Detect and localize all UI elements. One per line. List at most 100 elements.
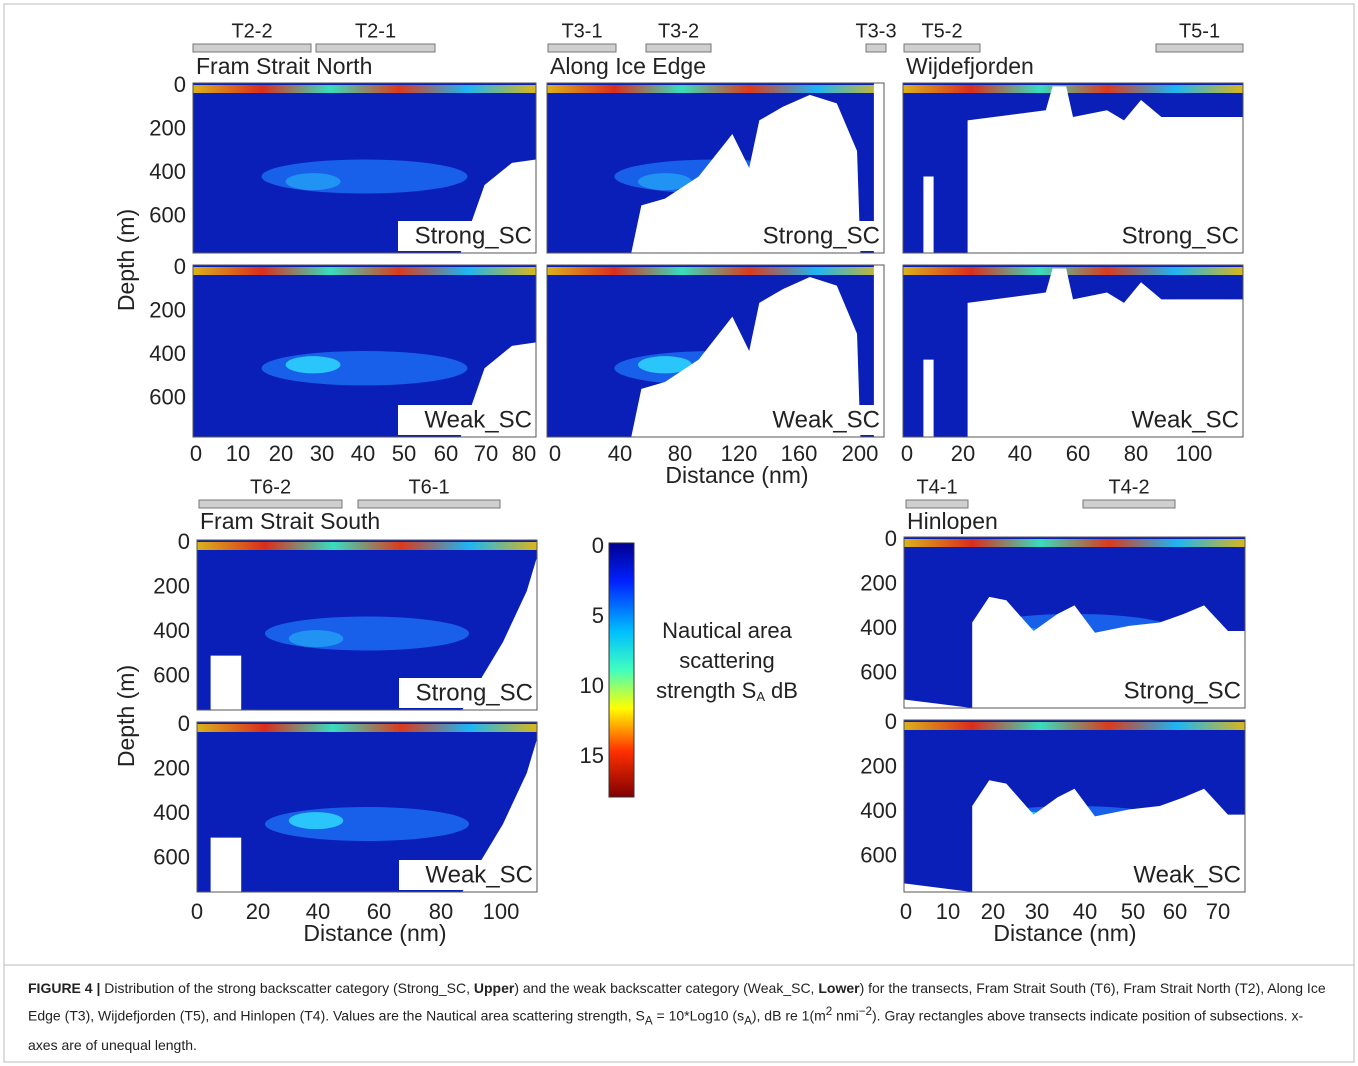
subsection-label: T6-2	[250, 476, 291, 498]
seafloor	[967, 268, 1243, 437]
seafloor	[462, 557, 537, 710]
caption-text: 2	[825, 1005, 833, 1018]
y-tick-label: 600	[149, 202, 186, 227]
x-tick-label: 30	[310, 441, 334, 466]
caption: FIGURE 4 | Distribution of the strong ba…	[28, 976, 1328, 1057]
subsection-label: T4-1	[916, 476, 957, 498]
y-tick-label: 400	[149, 341, 186, 366]
subsection-bar	[547, 43, 617, 53]
y-tick-label: 0	[174, 72, 186, 97]
panel-title: Hinlopen	[907, 508, 998, 534]
scatter-layer	[285, 173, 341, 191]
x-axis-label: Distance (nm)	[303, 920, 446, 946]
x-tick-label: 0	[190, 441, 202, 466]
surface-layer	[193, 267, 536, 275]
heatmap	[903, 536, 1246, 709]
colorbar-tick-label: 15	[580, 743, 604, 768]
subsection-label: T3-3	[855, 20, 896, 42]
x-axis-label: Distance (nm)	[665, 462, 808, 488]
seafloor	[873, 265, 884, 437]
scatter-layer	[261, 159, 468, 194]
caption-text: ) and the weak backscatter category (Wea…	[514, 980, 819, 996]
x-tick-label: 80	[512, 441, 536, 466]
seafloor	[210, 655, 242, 710]
x-tick-label: 80	[668, 441, 692, 466]
x-tick-label: 50	[1121, 899, 1145, 924]
surface-layer	[547, 85, 884, 93]
x-tick-label: 20	[951, 441, 975, 466]
y-tick-label: 600	[153, 662, 190, 687]
seafloor	[873, 83, 884, 253]
x-tick-label: 0	[900, 899, 912, 924]
x-tick-label: 40	[306, 899, 330, 924]
colorbar-label-text: strength S	[656, 678, 756, 703]
y-tick-label: 0	[174, 254, 186, 279]
scatter-layer	[288, 630, 344, 648]
x-tick-label: 80	[429, 899, 453, 924]
subplot-label-bg	[399, 860, 535, 890]
seafloor	[923, 176, 934, 253]
x-tick-label: 0	[901, 441, 913, 466]
y-tick-label: 200	[153, 755, 190, 780]
subplot-label-bg	[1107, 860, 1243, 890]
y-tick-label: 400	[153, 800, 190, 825]
y-tick-label: 0	[178, 711, 190, 736]
subplot-label: Strong_SC	[763, 222, 880, 249]
plot-frame	[192, 82, 537, 254]
colorbar-label: strength SA dB	[656, 678, 798, 705]
colorbar-label: scattering	[679, 648, 774, 673]
caption-text: Lower	[818, 980, 860, 996]
caption-text: ) for the transects, Fram Strait South (…	[28, 980, 1326, 1024]
scatter-layer	[265, 616, 469, 651]
subplot-label: Weak_SC	[1133, 861, 1241, 888]
x-tick-label: 40	[351, 441, 375, 466]
caption-text: Upper	[473, 980, 515, 996]
x-tick-label: 60	[434, 441, 458, 466]
colorbar-label-end: dB	[771, 678, 798, 703]
panel-title: Along Ice Edge	[550, 53, 706, 79]
subsection-bar	[905, 499, 969, 509]
caption-text: A	[744, 1014, 752, 1028]
seafloor	[210, 837, 242, 892]
caption-text: ), dB re 1(m	[751, 1007, 826, 1024]
subsection-bar	[192, 43, 312, 53]
subplot-label-bg	[746, 221, 882, 251]
x-tick-label: 200	[842, 441, 879, 466]
subsection-label: T6-1	[408, 476, 449, 498]
surface-layer	[197, 724, 537, 732]
plot-frame	[192, 264, 537, 438]
subplot-label: Weak_SC	[1131, 406, 1239, 433]
plot-frame	[196, 721, 538, 893]
y-tick-label: 600	[153, 844, 190, 869]
surface-layer	[903, 85, 1243, 93]
colorbar-label-text: Nautical area	[662, 618, 792, 643]
colorbar-tick-label: 0	[592, 533, 604, 558]
y-tick-label: 600	[860, 842, 897, 867]
y-tick-label: 400	[153, 618, 190, 643]
x-tick-label: 10	[936, 899, 960, 924]
figure-border	[3, 3, 1355, 1063]
subsection-bar	[357, 499, 501, 509]
x-tick-label: 120	[721, 441, 758, 466]
subsection-bar	[645, 43, 712, 53]
y-tick-label: 400	[860, 798, 897, 823]
caption-text: Distribution of the strong backscatter c…	[100, 980, 474, 996]
x-tick-label: 100	[483, 899, 520, 924]
subplot-label-bg	[746, 405, 882, 435]
plot-frame	[903, 536, 1246, 709]
subplot-label: Weak_SC	[772, 406, 880, 433]
caption-text: FIGURE 4 |	[28, 980, 101, 996]
plot-frame	[546, 82, 885, 254]
surface-layer	[904, 722, 1245, 730]
x-axis-label: Distance (nm)	[993, 920, 1136, 946]
x-tick-label: 80	[1124, 441, 1148, 466]
x-tick-label: 0	[549, 441, 561, 466]
plot-frame	[546, 264, 885, 438]
caption-text: −2	[858, 1005, 872, 1018]
subsection-bar	[865, 43, 887, 53]
subsection-bar	[1082, 499, 1176, 509]
subplot-label-bg	[398, 405, 534, 435]
x-tick-label: 60	[367, 899, 391, 924]
subplot-label-bg	[1105, 221, 1241, 251]
subsection-label: T2-1	[355, 20, 396, 42]
